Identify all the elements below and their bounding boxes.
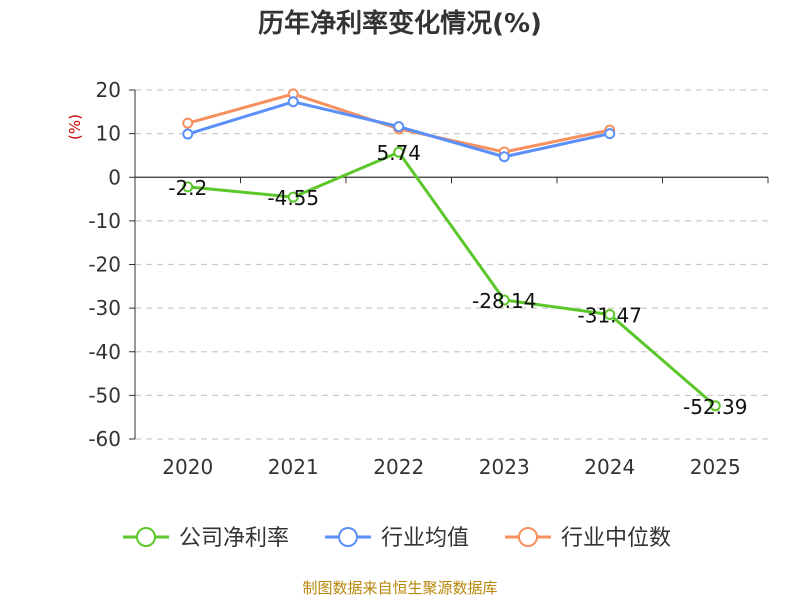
y-tick-label: -30 [88, 296, 121, 320]
data-point [287, 96, 299, 108]
series-lines [182, 88, 721, 412]
legend-marker-icon [518, 527, 538, 547]
legend-label: 公司净利率 [179, 526, 289, 551]
data-point [393, 121, 405, 133]
data-label: -31.47 [578, 304, 642, 328]
legend-marker-icon [338, 527, 358, 547]
x-tick-label: 2025 [690, 455, 741, 479]
data-label: -52.39 [683, 395, 747, 419]
source-note: 制图数据来自恒生聚源数据库 [302, 579, 497, 597]
data-label: 5.74 [376, 141, 421, 165]
y-tick-label: 20 [96, 78, 121, 102]
data-point [393, 146, 405, 158]
data-label: -4.55 [267, 186, 319, 210]
x-tick-label: 2022 [373, 455, 424, 479]
data-point [287, 191, 299, 203]
data-labels: -2.2 -4.55 5.74 -28.14 -31.47 -52.39 [168, 141, 747, 419]
y-tick-label: -60 [88, 427, 121, 451]
y-axis-unit-label: (%) [66, 114, 84, 140]
y-tick-label: -10 [88, 209, 121, 233]
data-label: -28.14 [472, 289, 536, 313]
y-tick-label: -40 [88, 340, 121, 364]
data-point [182, 181, 194, 193]
legend-item[interactable]: 行业均值 [325, 526, 469, 551]
data-point [182, 117, 194, 129]
data-point [182, 128, 194, 140]
x-tick-label: 2023 [479, 455, 530, 479]
y-tick-label: 10 [96, 122, 121, 146]
data-point [604, 309, 616, 321]
data-point [498, 294, 510, 306]
legend-marker-icon [136, 527, 156, 547]
data-point [498, 151, 510, 163]
legend-label: 行业均值 [381, 526, 469, 551]
x-tick-label: 2021 [268, 455, 319, 479]
series-line [187, 150, 717, 407]
legend-item[interactable]: 公司净利率 [123, 526, 289, 551]
legend[interactable]: 公司净利率 行业均值 行业中位数 [123, 526, 671, 551]
x-tick-label: 2024 [584, 455, 635, 479]
legend-label: 行业中位数 [561, 526, 671, 551]
chart-title: 历年净利率变化情况(%) [258, 8, 542, 39]
y-tick-label: 0 [108, 165, 121, 189]
legend-item[interactable]: 行业中位数 [505, 526, 671, 551]
data-label: -2.2 [168, 176, 207, 200]
axes: 20 10 0 -10 -20 -30 -40 -50 -60 2020 2021 2022 2023 2… [88, 78, 769, 479]
data-point [604, 128, 616, 140]
x-tick-label: 2020 [162, 455, 213, 479]
y-tick-label: -20 [88, 253, 121, 277]
data-point [709, 400, 721, 412]
y-tick-label: -50 [88, 383, 121, 407]
